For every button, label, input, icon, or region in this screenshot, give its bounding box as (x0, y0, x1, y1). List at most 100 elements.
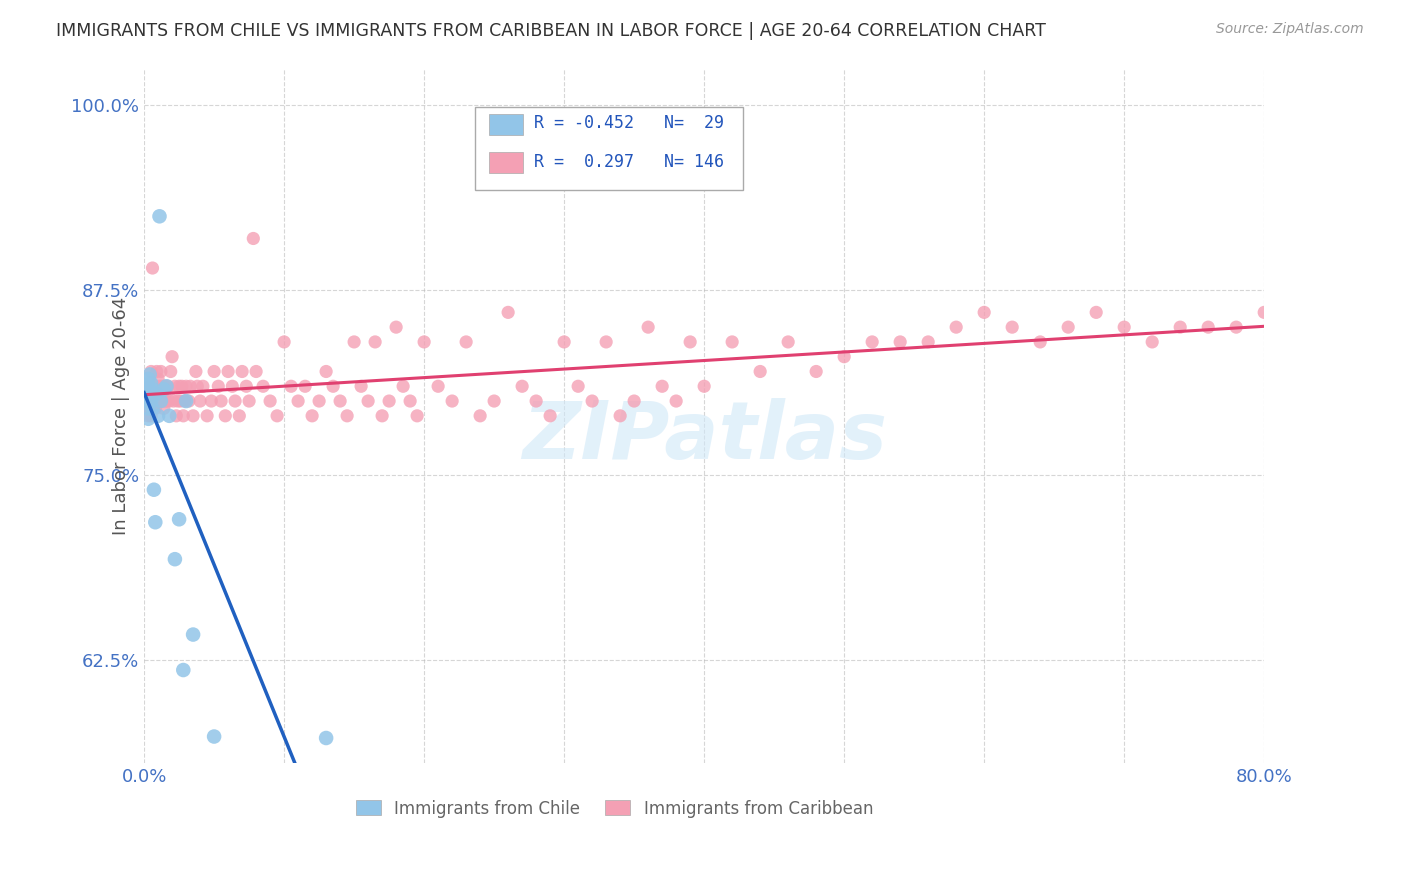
Point (142, 483, 165, 497)
Point (143, 515, 166, 529)
Point (153, 379, 176, 393)
Point (482, 394, 505, 409)
Point (160, 350, 183, 364)
Point (524, 394, 547, 409)
Point (889, 334, 911, 349)
Point (149, 364, 172, 378)
Point (173, 394, 195, 409)
Point (150, 379, 173, 393)
Text: Source: ZipAtlas.com: Source: ZipAtlas.com (1216, 22, 1364, 37)
Point (163, 552, 186, 566)
Point (186, 379, 208, 393)
Point (804, 364, 827, 378)
Point (778, 334, 800, 349)
Point (343, 334, 366, 349)
Point (142, 379, 165, 393)
Point (441, 394, 464, 409)
Point (538, 409, 561, 423)
Point (860, 334, 883, 349)
Point (188, 394, 211, 409)
Point (228, 409, 250, 423)
Point (136, 394, 159, 409)
Point (207, 379, 229, 393)
Point (172, 409, 194, 423)
Point (301, 409, 323, 423)
Point (145, 386, 167, 401)
Point (385, 320, 408, 334)
Point (221, 379, 243, 393)
Point (139, 394, 162, 409)
Point (308, 394, 330, 409)
Point (177, 394, 200, 409)
Point (181, 409, 204, 423)
Point (357, 394, 380, 409)
Point (413, 334, 436, 349)
Point (141, 401, 163, 416)
Y-axis label: In Labor Force | Age 20-64: In Labor Force | Age 20-64 (112, 297, 131, 535)
Point (153, 394, 176, 409)
Point (143, 401, 166, 416)
Point (378, 394, 401, 409)
Point (138, 401, 160, 416)
Point (1114, 320, 1136, 334)
Point (581, 394, 603, 409)
Point (665, 394, 688, 409)
Point (152, 401, 174, 416)
Point (136, 379, 159, 393)
Point (238, 394, 260, 409)
Point (1001, 320, 1024, 334)
Point (1057, 320, 1080, 334)
Point (651, 379, 673, 393)
Point (406, 409, 429, 423)
Point (496, 305, 519, 319)
Point (336, 409, 359, 423)
Point (252, 379, 274, 393)
Point (139, 409, 162, 423)
Point (1309, 320, 1331, 334)
Point (917, 334, 939, 349)
Text: ZIPatlas: ZIPatlas (522, 398, 887, 475)
Point (679, 334, 702, 349)
Point (1253, 305, 1275, 319)
Point (136, 411, 159, 425)
Point (138, 385, 160, 400)
Point (553, 334, 575, 349)
Point (693, 379, 716, 393)
Point (294, 379, 316, 393)
Point (157, 409, 180, 423)
Point (179, 379, 201, 393)
Point (973, 305, 995, 319)
Point (242, 231, 264, 245)
Point (1168, 320, 1191, 334)
Point (202, 364, 225, 378)
Point (166, 394, 188, 409)
Point (174, 394, 197, 409)
Point (427, 379, 450, 393)
Point (162, 394, 184, 409)
Point (145, 364, 167, 378)
Point (1225, 320, 1247, 334)
Bar (489, 152, 523, 173)
Point (350, 379, 373, 393)
Point (181, 627, 204, 641)
Point (945, 320, 967, 334)
Point (364, 334, 387, 349)
Legend: Immigrants from Chile, Immigrants from Caribbean: Immigrants from Chile, Immigrants from C… (349, 793, 880, 824)
Point (1393, 305, 1406, 319)
Point (141, 382, 163, 396)
Point (1281, 320, 1303, 334)
Point (266, 409, 288, 423)
Point (399, 394, 422, 409)
Point (138, 394, 160, 409)
Point (468, 409, 491, 423)
Point (141, 394, 163, 409)
Point (165, 409, 187, 423)
Point (315, 731, 337, 745)
Point (138, 379, 160, 393)
Point (280, 379, 302, 393)
Bar (489, 113, 523, 135)
Point (1197, 320, 1219, 334)
Point (155, 379, 177, 393)
Point (721, 334, 744, 349)
Point (224, 394, 246, 409)
